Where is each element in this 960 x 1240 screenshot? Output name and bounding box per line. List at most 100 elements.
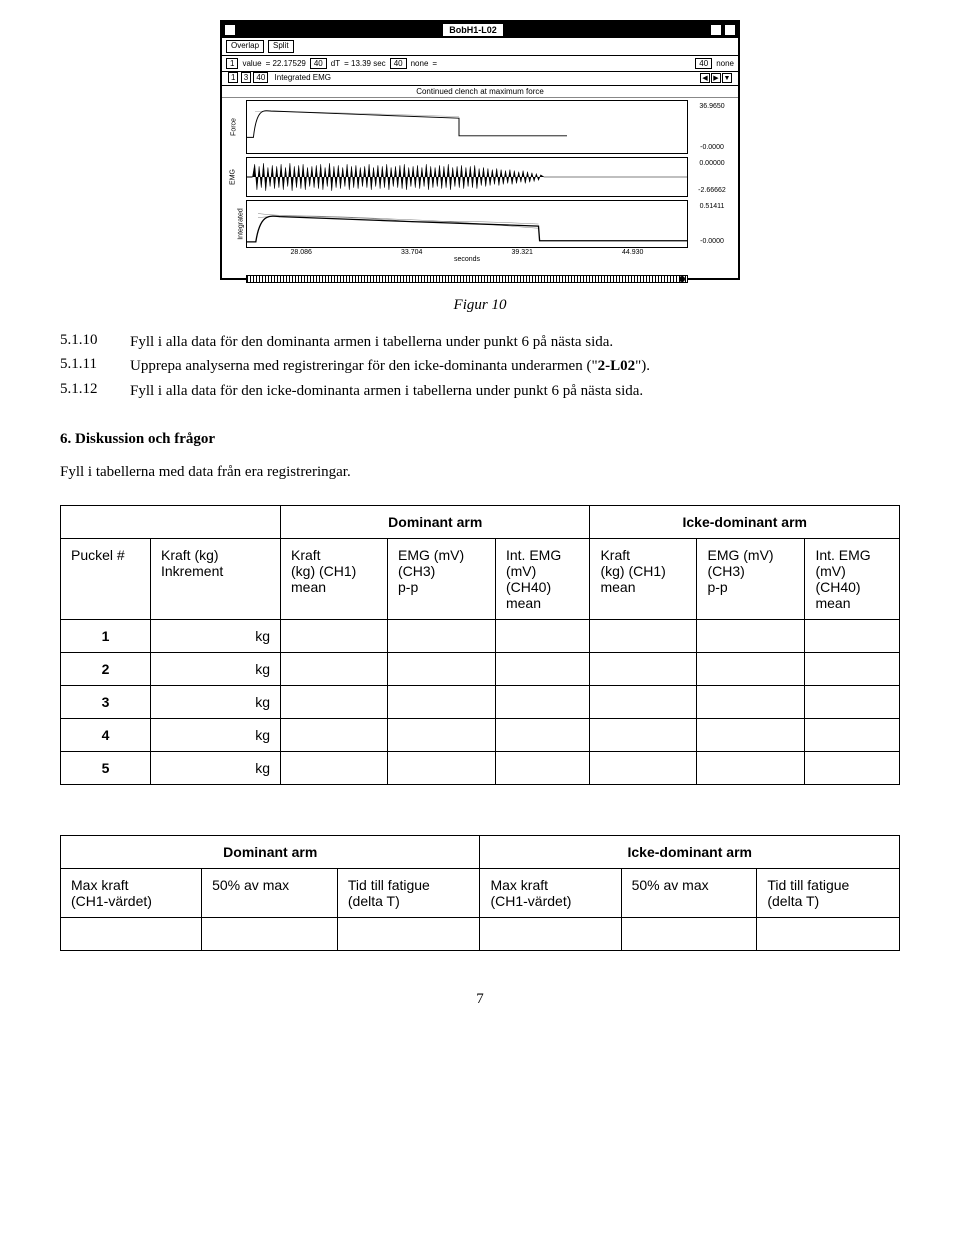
item-text: Upprepa analyserna med registreringar fö… <box>130 356 900 376</box>
header-icke: Icke-dominant arm <box>590 505 900 538</box>
col-header: Kraft (kg) (CH1) mean <box>590 538 697 619</box>
cell <box>590 619 697 652</box>
eq-label: = <box>432 59 437 68</box>
y-label: Force <box>230 118 237 136</box>
cell <box>697 685 805 718</box>
cell <box>495 751 589 784</box>
x-tick: 33.704 <box>401 249 422 256</box>
col-header: Int. EMG (mV) (CH40) mean <box>805 538 900 619</box>
figure-subheader: 1 3 40 Integrated EMG ◀ ▶ ▼ <box>222 72 738 86</box>
plot-area: Force 36.9650 -0.0000 EMG <box>222 98 738 273</box>
plot-panel-integrated: Integrated 0.51411 -0.0000 <box>246 200 688 248</box>
table-row: 5kg <box>61 751 900 784</box>
dt-value: = 13.39 sec <box>344 59 386 68</box>
value-number: = 22.17529 <box>266 59 306 68</box>
x-tick: 44.930 <box>622 249 643 256</box>
cell <box>805 718 900 751</box>
value-label: value <box>242 59 261 68</box>
cell <box>281 751 388 784</box>
section-title: 6. Diskussion och frågor <box>60 431 900 448</box>
col-header: Max kraft (CH1-värdet) <box>61 868 202 917</box>
axis-value: 36.9650 <box>689 103 735 110</box>
cell <box>495 718 589 751</box>
emg-trace <box>247 161 687 193</box>
header-dominant: Dominant arm <box>281 505 590 538</box>
table-row: 4kg <box>61 718 900 751</box>
intro-line: Fyll i tabellerna med data från era regi… <box>60 464 900 481</box>
cell <box>202 917 338 950</box>
text-segment: Upprepa analyserna med registreringar fö… <box>130 358 598 374</box>
figure-titlebar: BobH1-L02 <box>222 22 738 38</box>
col-header: Int. EMG (mV) (CH40) mean <box>495 538 589 619</box>
list-item: 5.1.12 Fyll i alla data för den icke-dom… <box>60 381 900 401</box>
cell-number: 2 <box>61 652 151 685</box>
cell <box>697 751 805 784</box>
figure-toolbar: Overlap Split <box>222 38 738 56</box>
x-axis-label: seconds <box>246 256 688 263</box>
list-item: 5.1.10 Fyll i alla data för den dominant… <box>60 332 900 352</box>
col-header: Max kraft (CH1-värdet) <box>480 868 621 917</box>
cell <box>590 718 697 751</box>
list-item: 5.1.11 Upprepa analyserna med registreri… <box>60 356 900 376</box>
col-header: EMG (mV) (CH3) p-p <box>697 538 805 619</box>
cell-number: 4 <box>61 718 151 751</box>
sub-box: 3 <box>241 72 251 83</box>
axis-value: 0.00000 <box>689 160 735 167</box>
data-table-1: Dominant arm Icke-dominant arm Puckel # … <box>60 505 900 785</box>
nav-right-icon[interactable]: ▶ <box>711 73 721 83</box>
cell-number: 3 <box>61 685 151 718</box>
cell <box>337 917 480 950</box>
cell <box>805 685 900 718</box>
x-tick: 28.086 <box>291 249 312 256</box>
cell <box>805 751 900 784</box>
cell <box>281 685 388 718</box>
cell <box>281 718 388 751</box>
table-row: 1kg <box>61 619 900 652</box>
table-row: 3kg <box>61 685 900 718</box>
cell-increment: kg <box>151 619 281 652</box>
axis-value: -0.0000 <box>689 144 735 151</box>
figure-note: Continued clench at maximum force <box>222 86 738 98</box>
param-box: 40 <box>310 58 327 69</box>
header-icke: Icke-dominant arm <box>480 835 900 868</box>
cell <box>495 619 589 652</box>
item-number: 5.1.12 <box>60 381 130 401</box>
cell <box>281 652 388 685</box>
header-blank <box>61 505 281 538</box>
overlap-button[interactable]: Overlap <box>226 40 264 53</box>
table-row: 2kg <box>61 652 900 685</box>
axis-value: -0.0000 <box>689 238 735 245</box>
cell <box>805 619 900 652</box>
axis-value: -2.66662 <box>689 187 735 194</box>
nav-down-icon[interactable]: ▼ <box>722 73 732 83</box>
param-box: 40 <box>390 58 407 69</box>
window-title: BobH1-L02 <box>443 24 503 36</box>
param-box: 40 <box>695 58 712 69</box>
cell <box>495 685 589 718</box>
value-box: 1 <box>226 58 238 69</box>
item-number: 5.1.10 <box>60 332 130 352</box>
cell <box>590 652 697 685</box>
cell <box>697 619 805 652</box>
cell <box>388 685 496 718</box>
col-header: Tid till fatigue (delta T) <box>337 868 480 917</box>
none-label: none <box>411 59 429 68</box>
split-button[interactable]: Split <box>268 40 294 53</box>
col-header: Kraft (kg) (CH1) mean <box>281 538 388 619</box>
cell <box>590 751 697 784</box>
cell-number: 1 <box>61 619 151 652</box>
header-dominant: Dominant arm <box>61 835 480 868</box>
cell-number: 5 <box>61 751 151 784</box>
item-text: Fyll i alla data för den dominanta armen… <box>130 332 900 352</box>
cell <box>388 718 496 751</box>
plot-panel-force: Force 36.9650 -0.0000 <box>246 100 688 154</box>
figure-params: 1 value = 22.17529 40 dT = 13.39 sec 40 … <box>222 56 738 72</box>
cell <box>388 652 496 685</box>
cell <box>495 652 589 685</box>
col-inkrement: Kraft (kg) Inkrement <box>151 538 281 619</box>
bottom-tickbar <box>246 275 688 283</box>
x-ticks: 28.086 33.704 39.321 44.930 <box>246 249 688 256</box>
text-bold: 2-L02 <box>598 358 636 374</box>
sub-box: 40 <box>253 72 268 83</box>
nav-left-icon[interactable]: ◀ <box>700 73 710 83</box>
